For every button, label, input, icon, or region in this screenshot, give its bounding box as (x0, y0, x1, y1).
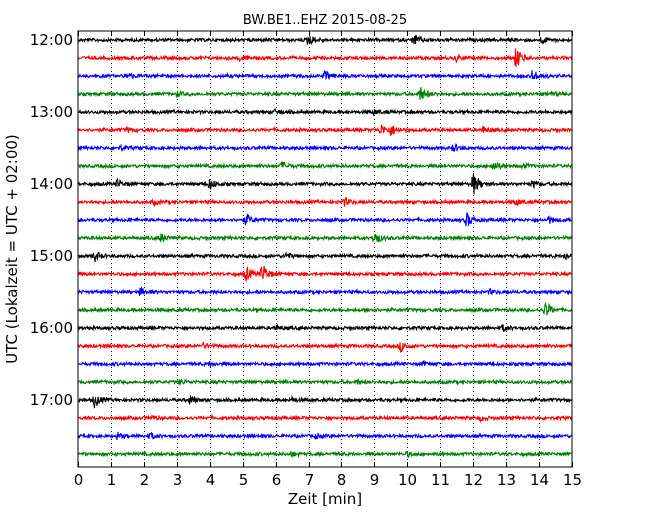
trace-1230 (77, 70, 573, 81)
x-tick-label: 7 (305, 471, 315, 489)
trace-1245 (77, 86, 573, 100)
y-axis-label: UTC (Lokalzeit = UTC + 02:00) (3, 134, 21, 364)
trace-1300 (77, 108, 573, 117)
x-tick-label: 11 (431, 471, 450, 489)
trace-1600 (77, 323, 573, 332)
x-axis: 0 1 2 3 4 5 6 7 8 9 10 11 12 13 14 15 (74, 31, 582, 489)
y-tick-label: 12:00 (30, 31, 73, 49)
x-tick-label: 15 (563, 471, 582, 489)
trace-1715 (77, 413, 573, 423)
x-tick-label: 9 (370, 471, 380, 489)
x-tick-label: 14 (530, 471, 549, 489)
x-tick-label: 10 (398, 471, 417, 489)
trace-1415 (77, 196, 573, 207)
trace-1330 (77, 143, 573, 153)
trace-1315 (77, 124, 573, 136)
x-tick-label: 3 (173, 471, 183, 489)
trace-1500 (77, 251, 573, 263)
x-tick-label: 12 (464, 471, 483, 489)
y-tick-label: 15:00 (30, 247, 73, 265)
chart-title: BW.BE1..EHZ 2015-08-25 (243, 13, 407, 28)
plot-frame (77, 30, 573, 468)
grid-lines (111, 31, 540, 467)
x-tick-label: 8 (337, 471, 347, 489)
trace-1615 (77, 341, 573, 354)
trace-1345 (77, 161, 573, 171)
x-tick-label: 5 (239, 471, 249, 489)
trace-1445 (77, 233, 573, 243)
x-tick-label: 0 (74, 471, 84, 489)
trace-1745 (77, 450, 573, 459)
trace-1530 (77, 287, 573, 297)
x-tick-label: 4 (206, 471, 216, 489)
trace-1700 (77, 394, 573, 409)
y-tick-label: 16:00 (30, 319, 73, 337)
trace-1215 (77, 48, 573, 67)
x-tick-label: 13 (497, 471, 516, 489)
trace-group (77, 34, 573, 459)
trace-1200 (77, 34, 573, 45)
y-axis: 12:00 13:00 14:00 15:00 16:00 17:00 (30, 31, 572, 409)
y-tick-label: 14:00 (30, 175, 73, 193)
x-tick-label: 1 (107, 471, 117, 489)
y-tick-label: 13:00 (30, 103, 73, 121)
trace-1430 (77, 212, 573, 227)
trace-1545 (77, 301, 573, 316)
x-tick-label: 6 (272, 471, 282, 489)
x-tick-label: 2 (140, 471, 150, 489)
trace-1645 (77, 378, 573, 386)
y-tick-label: 17:00 (30, 391, 73, 409)
x-axis-label: Zeit [min] (288, 490, 362, 508)
trace-1515 (77, 265, 573, 282)
trace-1400 (77, 173, 573, 195)
trace-1730 (77, 431, 573, 440)
trace-1630 (77, 360, 573, 368)
